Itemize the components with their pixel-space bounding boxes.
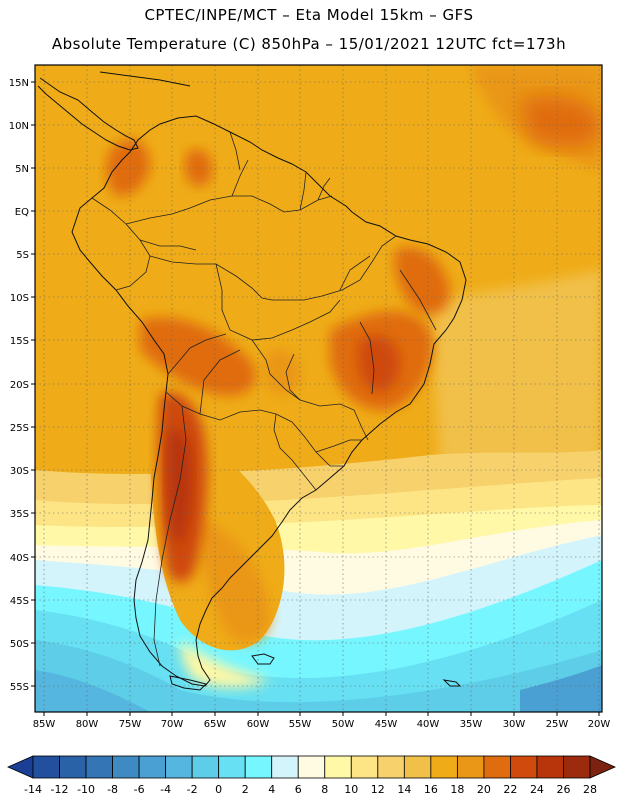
colorbar-swatch xyxy=(377,755,405,779)
colorbar-tick-label: 8 xyxy=(321,783,328,796)
lat-label: 5S xyxy=(16,250,29,261)
colorbar-swatch xyxy=(85,755,113,779)
tierra-del-fuego xyxy=(169,675,207,691)
colorbar-swatch xyxy=(456,755,485,779)
lon-label: 20W xyxy=(588,719,611,730)
temperature-field xyxy=(35,65,602,712)
lon-label: 55W xyxy=(289,719,312,730)
caribbean-coastline xyxy=(99,71,191,87)
colorbar-tick-label: 22 xyxy=(503,783,517,796)
colorbar-swatch xyxy=(138,755,167,779)
lon-label: 75W xyxy=(119,719,142,730)
colorbar-tick-label: 28 xyxy=(583,783,597,796)
colorbar-swatch xyxy=(536,755,564,779)
map-title-line-1: CPTEC/INPE/MCT – Eta Model 15km – GFS xyxy=(144,6,474,24)
colorbar-swatch xyxy=(483,755,511,779)
colorbar-tick-label: 6 xyxy=(295,783,302,796)
lon-label: 80W xyxy=(76,719,99,730)
axis-ticks xyxy=(31,81,600,716)
colorbar-swatch xyxy=(430,755,458,779)
lat-label: 10S xyxy=(10,293,29,304)
lat-label: 10N xyxy=(9,121,29,132)
lon-label: 85W xyxy=(33,719,56,730)
colorbar-legend: -14 -12 -10 -8 -6 -4 -2 0 2 4 6 8 10 12 14 16 18 20 22 24 26… xyxy=(7,755,616,796)
colorbar-tick-label: 14 xyxy=(397,783,411,796)
lon-label: 65W xyxy=(204,719,227,730)
colorbar-tick-label: 12 xyxy=(371,783,385,796)
lat-label: 50S xyxy=(10,639,29,650)
colorbar-swatch xyxy=(324,755,352,779)
map-frame xyxy=(34,64,603,713)
colorbar-swatch xyxy=(7,755,34,779)
colorbar-tick-label: 20 xyxy=(477,783,491,796)
colorbar-tick-label: -14 xyxy=(24,783,42,796)
colorbar-swatch xyxy=(403,755,432,779)
colorbar-swatch xyxy=(271,755,299,779)
colorbar-swatch xyxy=(589,755,616,779)
colorbar-tick-label: 2 xyxy=(242,783,249,796)
lon-label: 50W xyxy=(332,719,355,730)
colorbar-tick-label: 16 xyxy=(424,783,438,796)
lat-label: 5N xyxy=(15,164,29,175)
country-borders xyxy=(91,131,437,667)
colorbar-tick-label: 18 xyxy=(450,783,464,796)
colorbar-swatch xyxy=(244,755,273,779)
lat-label: 55S xyxy=(10,682,29,693)
lat-label: 45S xyxy=(10,596,29,607)
colorbar-tick-label: 0 xyxy=(215,783,222,796)
colorbar-swatch xyxy=(32,755,60,779)
lat-label: 40S xyxy=(10,553,29,564)
lat-label: 15N xyxy=(9,78,29,89)
lon-label: 60W xyxy=(247,719,270,730)
longitude-labels: 85W 80W 75W 70W 65W 60W 55W 50W 45W 40W … xyxy=(33,719,611,730)
map-title-line-2: Absolute Temperature (C) 850hPa – 15/01/… xyxy=(51,35,567,53)
lon-label: 40W xyxy=(417,719,440,730)
latitude-labels: 15N 10N 5N EQ 5S 10S 15S 20S 25S 30S 35S… xyxy=(9,78,29,693)
lat-label: 35S xyxy=(10,509,29,520)
colorbar-tick-label: -12 xyxy=(51,783,69,796)
colorbar-swatch xyxy=(350,755,379,779)
colorbar-swatch xyxy=(297,755,326,779)
colorbar-swatch xyxy=(191,755,220,779)
lat-label: 20S xyxy=(10,380,29,391)
south-georgia xyxy=(442,679,462,687)
colorbar-tick-label: 10 xyxy=(344,783,358,796)
lon-label: 30W xyxy=(503,719,526,730)
falklands xyxy=(251,653,275,665)
lat-label: 25S xyxy=(10,423,29,434)
lat-label: EQ xyxy=(15,207,29,218)
colorbar-swatch xyxy=(510,755,538,779)
colorbar-tick-label: 4 xyxy=(268,783,275,796)
colorbar-swatch xyxy=(112,755,140,779)
lon-label: 70W xyxy=(161,719,184,730)
colorbar-tick-label: 26 xyxy=(556,783,570,796)
colorbar-tick-label: -4 xyxy=(160,783,171,796)
colorbar-swatch xyxy=(218,755,246,779)
colorbar-swatch xyxy=(563,755,591,779)
colorbar-swatch xyxy=(59,755,87,779)
colorbar-tick-label: -2 xyxy=(187,783,198,796)
lon-label: 45W xyxy=(375,719,398,730)
colorbar-tick-label: -10 xyxy=(77,783,95,796)
lon-label: 35W xyxy=(460,719,483,730)
lat-label: 30S xyxy=(10,466,29,477)
lat-label: 15S xyxy=(10,336,29,347)
central-america-coastline xyxy=(37,77,139,151)
lon-label: 25W xyxy=(546,719,569,730)
colorbar-tick-label: 24 xyxy=(530,783,544,796)
colorbar-tick-label: -8 xyxy=(107,783,118,796)
colorbar-tick-label: -6 xyxy=(134,783,145,796)
colorbar-swatch xyxy=(165,755,193,779)
